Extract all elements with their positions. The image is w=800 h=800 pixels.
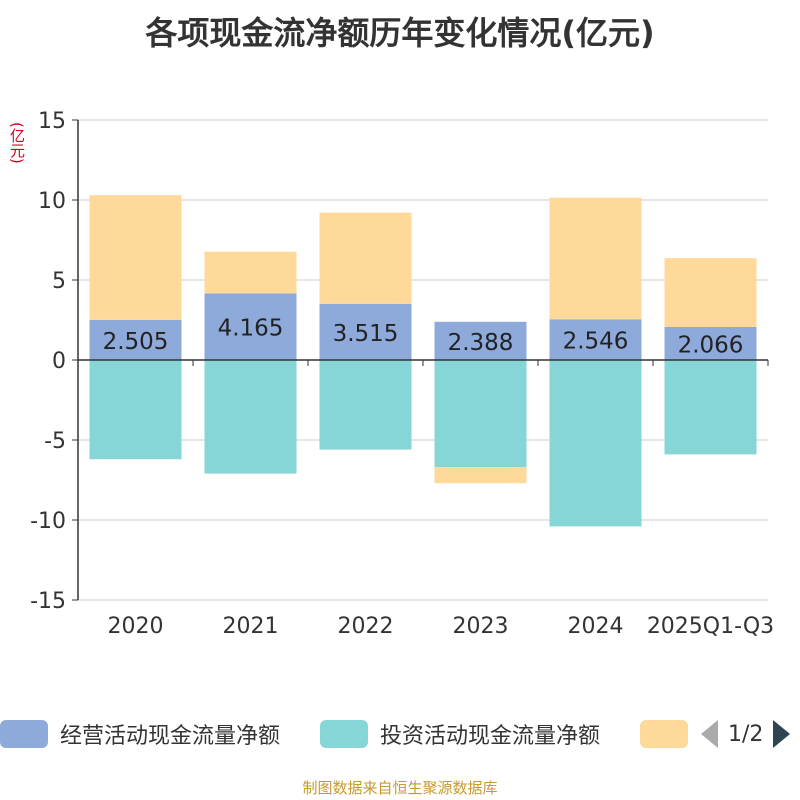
legend-page-indicator: 1/2 [728, 721, 764, 747]
x-tick-label: 2025Q1-Q3 [647, 614, 774, 639]
y-tick-label: 15 [38, 109, 66, 134]
legend-item-investing[interactable]: 投资活动现金流量净额 [320, 712, 600, 756]
bar-series2-2023 [434, 467, 527, 484]
bar-series0-2021 [204, 293, 297, 360]
data-label-2022: 3.515 [333, 321, 399, 347]
bar-series0-2025Q1-Q3 [664, 326, 757, 360]
y-axis-unit: (亿元) [8, 122, 26, 164]
bar-series1-2024 [549, 360, 642, 527]
legend-swatch-investing [320, 720, 368, 748]
y-tick-label: -10 [30, 509, 66, 534]
data-label-2023: 2.388 [448, 330, 514, 356]
data-label-2020: 2.505 [103, 329, 169, 355]
x-tick-label: 2022 [338, 614, 394, 639]
legend-prev-page-icon[interactable] [701, 720, 718, 748]
y-tick-label: 10 [38, 189, 66, 214]
bar-series2-2025Q1-Q3 [664, 258, 757, 327]
y-tick-label: -5 [44, 429, 66, 454]
bar-series1-2021 [204, 360, 297, 474]
bar-series2-2020 [89, 195, 182, 320]
legend-item-financing[interactable] [640, 712, 700, 756]
data-label-2025Q1-Q3: 2.066 [678, 332, 744, 358]
bar-series2-2021 [204, 251, 297, 294]
bar-series0-2020 [89, 319, 182, 360]
y-tick-label: 5 [52, 269, 66, 294]
x-tick-label: 2023 [453, 614, 509, 639]
legend-next-page-icon[interactable] [773, 720, 791, 748]
bar-series1-2025Q1-Q3 [664, 360, 757, 455]
bar-series2-2024 [549, 197, 642, 320]
bar-series1-2020 [89, 360, 182, 460]
bar-series0-2023 [434, 321, 527, 360]
legend-swatch-financing [640, 720, 688, 748]
legend-label-operating: 经营活动现金流量净额 [60, 724, 281, 749]
legend-item-operating[interactable]: 经营活动现金流量净额 [0, 712, 280, 756]
data-label-2021: 4.165 [218, 316, 284, 342]
y-tick-label: 0 [52, 349, 66, 374]
legend-pager: 1/2 [701, 712, 791, 756]
data-source-note: 制图数据来自恒生聚源数据库 [302, 779, 498, 797]
bar-series0-2022 [319, 303, 412, 360]
x-tick-label: 2024 [568, 614, 624, 639]
legend: 经营活动现金流量净额 投资活动现金流量净额 1/2 [0, 712, 800, 756]
bar-series1-2023 [434, 360, 527, 468]
chart-title: 各项现金流净额历年变化情况(亿元) [145, 14, 655, 52]
y-tick-label: -15 [30, 589, 66, 614]
data-label-2024: 2.546 [563, 329, 629, 355]
stacked-bar-chart: 15 10 5 0 -5 -10 -15 2.505 4.165 3.515 2.388 2.546 2… [30, 109, 774, 639]
bar-series2-2022 [319, 212, 412, 304]
bar-series1-2022 [319, 360, 412, 450]
legend-label-investing: 投资活动现金流量净额 [380, 724, 601, 749]
bar-series0-2024 [549, 319, 642, 360]
x-tick-label: 2020 [108, 614, 164, 639]
x-tick-label: 2021 [223, 614, 279, 639]
legend-swatch-operating [0, 720, 48, 748]
